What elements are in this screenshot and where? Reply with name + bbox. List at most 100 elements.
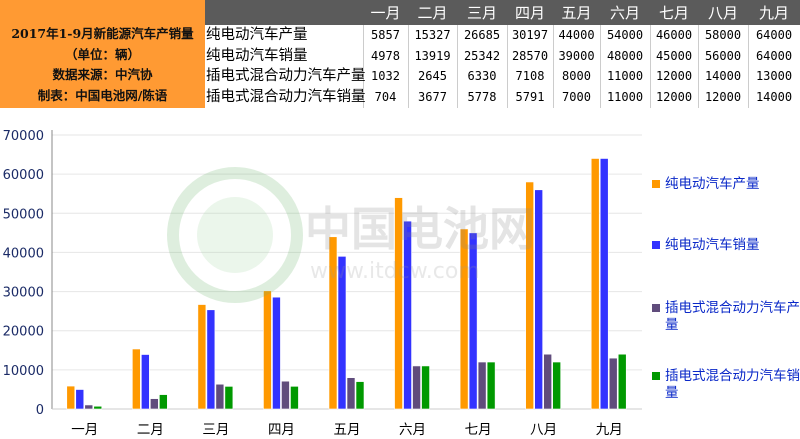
table-info-panel: 2017年1-9月新能源汽车产销量 （单位：辆） 数据来源：中汽协 制表：中国电… <box>0 0 205 108</box>
month-header: 九月 <box>758 4 789 22</box>
column-divider <box>363 25 364 108</box>
bar-4 <box>486 361 496 410</box>
bar-3 <box>215 383 225 410</box>
bar-4 <box>290 386 299 410</box>
bar-3 <box>281 380 290 410</box>
bar-4 <box>224 386 234 410</box>
table-cell: 46000 <box>655 28 693 42</box>
table-cell: 3677 <box>418 90 447 105</box>
x-tick-label: 一月 <box>71 422 98 438</box>
table-cell: 13919 <box>414 48 451 63</box>
legend-swatch <box>652 372 660 380</box>
table-cell: 26685 <box>463 28 501 42</box>
table-cell: 5791 <box>515 90 545 105</box>
bar-2 <box>403 220 412 410</box>
table-header: 一月 二月 三月 四月 五月 六月 七月 八月 九月 <box>205 0 800 25</box>
table-cell: 11000 <box>606 90 644 105</box>
bar-2 <box>206 309 216 410</box>
bar-2 <box>75 389 85 410</box>
x-tick-label: 九月 <box>596 422 623 438</box>
x-tick-label: 三月 <box>202 422 229 438</box>
bar-4 <box>421 365 430 410</box>
bar-2 <box>534 189 543 410</box>
table-cell: 14000 <box>704 69 742 84</box>
bar-4 <box>355 381 365 410</box>
table-cell: 5778 <box>467 90 497 105</box>
column-divider <box>698 25 699 108</box>
bar-3 <box>84 404 94 410</box>
y-tick-label: 10000 <box>3 364 44 379</box>
bar-1 <box>525 181 534 410</box>
table-cell: 1032 <box>371 69 400 84</box>
table-cell: 15327 <box>414 28 451 42</box>
bar-1 <box>66 385 76 410</box>
table-cell: 45000 <box>655 48 693 63</box>
bar-4 <box>617 353 627 410</box>
watermark-logo: 中国电池网 www.itdcw.com <box>167 167 535 303</box>
x-tick-label: 六月 <box>399 422 426 438</box>
column-divider <box>507 25 508 108</box>
month-header: 一月 <box>370 4 401 22</box>
month-header: 四月 <box>514 4 545 22</box>
y-tick-label: 40000 <box>3 246 44 261</box>
table-cell: 56000 <box>704 48 742 63</box>
table-cell: 11000 <box>606 69 644 84</box>
legend-label: 插电式混合动力汽车产量 <box>665 300 800 333</box>
legend-label: 插电式混合动力汽车销量 <box>665 368 800 401</box>
x-tick-label: 五月 <box>334 422 361 438</box>
table-cell: 7000 <box>562 90 591 105</box>
row-label: 纯电动汽车销量 <box>206 47 308 64</box>
column-divider <box>457 25 458 108</box>
table-cell: 39000 <box>558 48 595 63</box>
y-tick-label: 70000 <box>3 129 44 144</box>
watermark-name: 中国电池网 <box>305 202 535 256</box>
table-cell: 54000 <box>606 28 644 42</box>
table-cell: 2645 <box>418 69 447 84</box>
bar-3 <box>150 398 159 410</box>
bar-1 <box>590 158 600 410</box>
table-cell: 5857 <box>371 28 400 42</box>
month-header: 六月 <box>609 4 640 22</box>
author-label: 制表：中国电池网/陈语 <box>37 87 168 103</box>
x-tick-label: 八月 <box>530 422 557 438</box>
legend-item: 插电式混合动力汽车产量 <box>650 300 800 334</box>
table-cell: 30197 <box>511 28 549 42</box>
table-cell: 25342 <box>463 48 501 63</box>
table-cell: 7108 <box>515 69 545 84</box>
legend-item: 纯电动汽车销量 <box>650 237 760 254</box>
bar-2 <box>141 354 150 410</box>
bar-4 <box>159 394 168 410</box>
bar-1 <box>263 290 272 410</box>
table-cell: 58000 <box>704 28 742 42</box>
bar-1 <box>132 348 141 410</box>
x-tick-label: 七月 <box>465 422 492 438</box>
table-title: 2017年1-9月新能源汽车产销量 <box>11 26 194 41</box>
bar-4 <box>552 361 561 410</box>
watermark-url: www.itdcw.com <box>310 259 480 284</box>
month-header: 二月 <box>417 4 448 22</box>
month-header: 五月 <box>561 4 592 22</box>
table-cell: 64000 <box>755 48 793 63</box>
bar-3 <box>346 377 356 410</box>
y-tick-label: 60000 <box>3 168 44 183</box>
column-divider <box>553 25 554 108</box>
unit-label: （单位：辆） <box>64 46 140 62</box>
bar-3 <box>608 357 618 410</box>
column-divider <box>408 25 409 108</box>
data-table: 2017年1-9月新能源汽车产销量 （单位：辆） 数据来源：中汽协 制表：中国电… <box>0 0 800 108</box>
table-cell: 48000 <box>606 48 644 63</box>
legend-label: 纯电动汽车产量 <box>665 176 760 192</box>
row-label: 纯电动汽车产量 <box>206 27 308 43</box>
bar-3 <box>477 361 487 410</box>
legend-swatch <box>652 241 660 249</box>
legend-item: 插电式混合动力汽车销量 <box>650 368 800 402</box>
table-cell: 64000 <box>755 28 793 42</box>
bar-2 <box>337 256 347 410</box>
y-tick-label: 50000 <box>3 207 44 222</box>
bar-3 <box>412 365 421 410</box>
bar-2 <box>272 296 281 410</box>
table-cell: 12000 <box>704 90 742 105</box>
y-tick-label: 30000 <box>3 286 44 301</box>
table-cell: 12000 <box>655 69 693 84</box>
source-label: 数据来源：中汽协 <box>52 67 153 82</box>
